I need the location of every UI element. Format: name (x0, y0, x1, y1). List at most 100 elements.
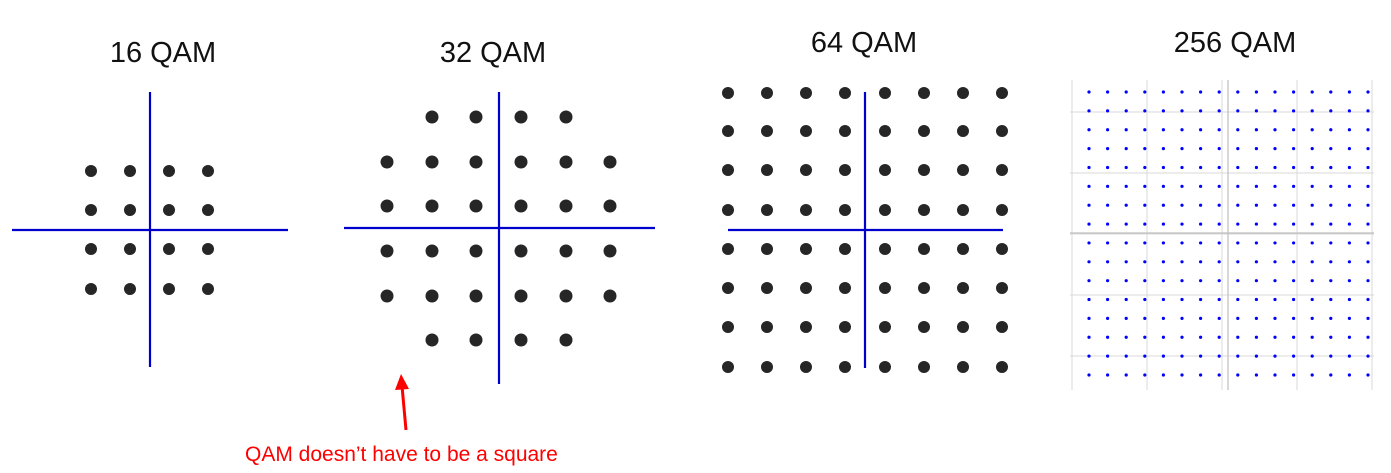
constellation-point (1292, 222, 1296, 226)
constellation-point (1180, 354, 1184, 358)
constellation-point (1347, 90, 1351, 94)
constellation-point (1329, 184, 1333, 188)
constellation-point (1199, 335, 1203, 339)
constellation-point (1199, 354, 1203, 358)
constellation-point (1161, 128, 1165, 132)
constellation-point (1124, 316, 1128, 320)
constellation-point (1087, 222, 1091, 226)
constellation-point (1161, 335, 1165, 339)
constellation-point (1236, 279, 1240, 283)
constellation-point (1180, 128, 1184, 132)
constellation-point (1273, 335, 1277, 339)
constellation-point (1347, 354, 1351, 358)
constellation-point (1366, 222, 1370, 226)
constellation-point (425, 244, 439, 258)
constellation-point (996, 125, 1008, 137)
constellation-point (202, 243, 214, 255)
constellation-point (1292, 354, 1296, 358)
constellation-point (1180, 335, 1184, 339)
constellation-point (957, 361, 969, 373)
constellation-point (1254, 222, 1258, 226)
constellation-point (1199, 279, 1203, 283)
constellation-point (380, 289, 394, 303)
annotation-arrow (395, 374, 409, 431)
constellation-point (1236, 316, 1240, 320)
constellation-point (1292, 297, 1296, 302)
constellation-point (1347, 147, 1351, 151)
constellation-point (1292, 373, 1296, 377)
constellation-point (879, 87, 891, 99)
constellation-point (1124, 222, 1128, 226)
constellation-point (514, 155, 528, 169)
constellation-point (1217, 260, 1221, 264)
constellation-point (1199, 184, 1203, 188)
constellation-point (514, 289, 528, 303)
constellation-point (1273, 297, 1277, 302)
constellation-point (124, 204, 136, 216)
constellation-point (1124, 279, 1128, 283)
constellation-point (1254, 184, 1258, 188)
constellation-point (839, 164, 851, 176)
constellation-point (1143, 260, 1147, 264)
constellation-point (1366, 354, 1370, 358)
constellation-point (1254, 128, 1258, 132)
constellation-point (1106, 128, 1110, 132)
constellation-point (1161, 316, 1165, 320)
constellation-point (1106, 165, 1110, 170)
constellation-point (800, 204, 812, 216)
constellation-64qam (722, 87, 1008, 373)
constellation-point (1273, 165, 1277, 170)
constellation-point (1329, 241, 1333, 245)
constellation-point (879, 321, 891, 333)
constellation-point (1217, 90, 1221, 94)
constellation-point (85, 204, 97, 216)
constellation-point (1217, 297, 1221, 302)
constellation-point (1254, 354, 1258, 358)
constellation-point (1292, 279, 1296, 283)
constellation-point (514, 333, 528, 347)
constellation-point (1236, 297, 1240, 302)
constellation-point (1236, 90, 1240, 94)
constellation-point (1329, 147, 1333, 151)
constellation-point (1236, 241, 1240, 245)
constellation-point (202, 204, 214, 216)
constellation-point (800, 243, 812, 255)
constellation-point (1161, 184, 1165, 188)
constellation-point (1347, 260, 1351, 264)
constellation-point (1143, 241, 1147, 245)
constellation-point (163, 204, 175, 216)
constellation-point (1087, 354, 1091, 358)
constellation-point (918, 204, 930, 216)
constellation-point (839, 125, 851, 137)
constellation-point (1310, 316, 1314, 320)
constellation-point (1180, 241, 1184, 245)
constellation-point (1366, 260, 1370, 264)
constellation-point (163, 165, 175, 177)
constellation-point (722, 321, 734, 333)
constellation-point (1087, 90, 1091, 94)
constellation-point (839, 204, 851, 216)
constellation-point (1087, 373, 1091, 377)
constellation-point (957, 243, 969, 255)
constellation-point (1273, 241, 1277, 245)
constellation-point (380, 244, 394, 258)
constellation-point (722, 243, 734, 255)
constellation-point (425, 333, 439, 347)
constellation-point (957, 282, 969, 294)
constellation-point (1161, 260, 1165, 264)
constellation-point (879, 125, 891, 137)
constellation-point (603, 244, 617, 258)
constellation-point (559, 289, 573, 303)
constellation-point (1161, 165, 1165, 170)
constellation-point (918, 125, 930, 137)
constellation-point (1143, 165, 1147, 170)
constellation-point (1143, 316, 1147, 320)
constellation-point (957, 204, 969, 216)
constellation-point (1366, 241, 1370, 245)
constellation-point (1143, 297, 1147, 302)
constellation-point (1087, 241, 1091, 245)
constellation-point (1273, 260, 1277, 264)
constellation-point (996, 361, 1008, 373)
constellation-point (1254, 297, 1258, 302)
constellation-point (1143, 222, 1147, 226)
